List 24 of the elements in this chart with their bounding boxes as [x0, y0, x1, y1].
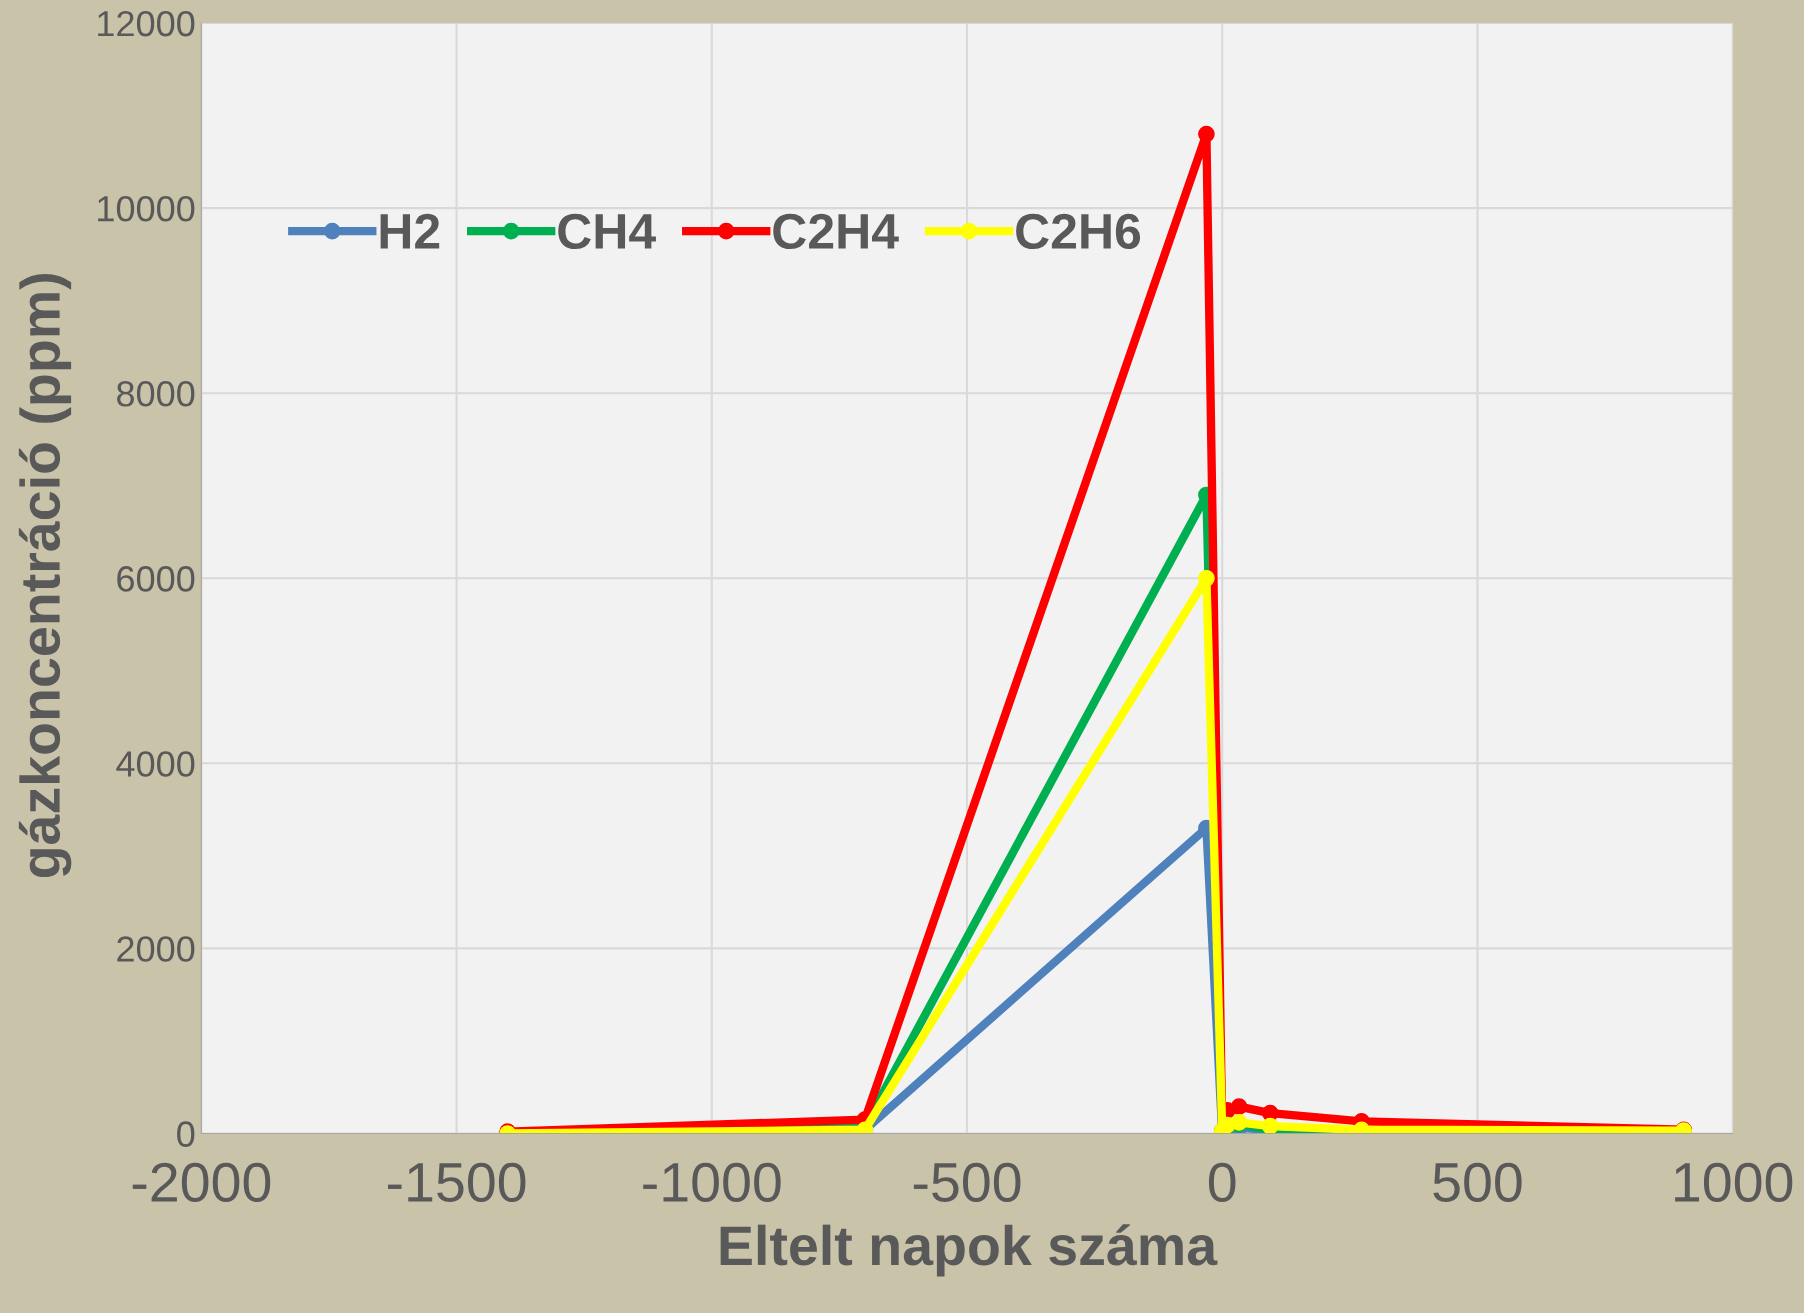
x-tick-label: 1000 [1675, 1162, 1793, 1203]
y-tick-label: 6000 [117, 566, 195, 592]
point [1230, 1098, 1248, 1115]
x-tick-label: -2000 [132, 1162, 271, 1203]
x-tick-label: -500 [913, 1162, 1021, 1203]
y-axis-title: gázkoncentráció (ppm) [18, 274, 72, 878]
y-tick-label: 10000 [98, 195, 195, 222]
x-tick-label: -1500 [387, 1162, 526, 1203]
x-axis-title: Eltelt napok száma [720, 1224, 1218, 1277]
legend-label: C2H4 [773, 213, 899, 250]
x-tick-label: 500 [1433, 1162, 1522, 1203]
x-tick-label: -1000 [643, 1162, 781, 1203]
legend-label: CH4 [558, 213, 656, 250]
y-tick-label: 12000 [98, 10, 195, 37]
point [1198, 125, 1215, 143]
y-tick-label: 4000 [116, 751, 195, 777]
point [1198, 569, 1215, 587]
legend-label: C2H6 [1016, 213, 1141, 250]
x-tick-label: 0 [1208, 1162, 1236, 1203]
y-tick-label: 0 [177, 1121, 195, 1147]
legend-label: H2 [380, 213, 440, 249]
y-tick-label: 2000 [117, 936, 195, 962]
point [1261, 1117, 1279, 1134]
y-tick-label: 8000 [117, 381, 195, 407]
